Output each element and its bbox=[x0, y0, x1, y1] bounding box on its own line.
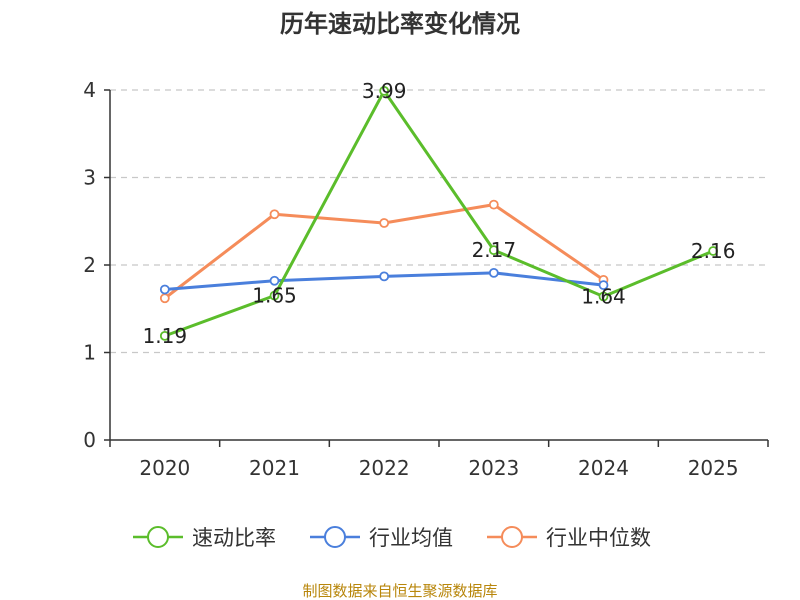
data-point bbox=[159, 330, 170, 341]
legend-marker bbox=[501, 526, 523, 548]
source-note: 制图数据来自恒生聚源数据库 bbox=[302, 582, 497, 600]
data-point bbox=[598, 280, 609, 291]
legend-marker bbox=[147, 526, 169, 548]
data-point bbox=[159, 293, 170, 304]
x-tick-label: 2025 bbox=[688, 456, 739, 480]
series-lines bbox=[159, 85, 719, 341]
data-label: 1.65 bbox=[252, 284, 297, 308]
legend: 速动比率 行业均值 行业中位数 bbox=[133, 526, 651, 550]
legend-label: 行业中位数 bbox=[546, 526, 651, 550]
data-point bbox=[488, 245, 499, 256]
x-tick-label: 2023 bbox=[468, 456, 519, 480]
y-tick-label: 3 bbox=[83, 166, 96, 190]
legend-marker bbox=[324, 526, 346, 548]
data-label: 1.19 bbox=[143, 324, 188, 348]
chart-title: 历年速动比率变化情况 bbox=[280, 10, 520, 38]
data-labels: 1.19 1.65 3.99 2.17 1.64 2.16 bbox=[143, 79, 736, 348]
y-tick-label: 2 bbox=[83, 253, 96, 277]
data-point bbox=[379, 85, 390, 96]
x-tick-label: 2024 bbox=[578, 456, 629, 480]
y-tick-label: 1 bbox=[83, 341, 96, 365]
data-point bbox=[598, 291, 609, 302]
x-tick-label: 2022 bbox=[359, 456, 410, 480]
legend-item[interactable]: 行业均值 bbox=[310, 526, 453, 550]
data-label: 3.99 bbox=[362, 79, 407, 103]
legend-label: 速动比率 bbox=[192, 526, 276, 550]
grid-lines bbox=[110, 89, 768, 354]
data-point bbox=[379, 271, 390, 282]
data-point bbox=[708, 246, 719, 256]
legend-item[interactable]: 速动比率 bbox=[133, 526, 276, 550]
data-point bbox=[269, 290, 280, 301]
data-label: 1.64 bbox=[581, 285, 626, 309]
data-label: 2.16 bbox=[691, 239, 736, 263]
legend-label: 行业均值 bbox=[369, 526, 453, 550]
data-label: 2.17 bbox=[472, 238, 517, 262]
y-tick-label: 0 bbox=[83, 428, 96, 452]
legend-item[interactable]: 行业中位数 bbox=[487, 526, 651, 550]
x-tick-label: 2020 bbox=[139, 456, 190, 480]
x-tick-label: 2021 bbox=[249, 456, 300, 480]
y-tick-label: 4 bbox=[83, 78, 96, 102]
data-point bbox=[159, 284, 170, 295]
series-line bbox=[164, 89, 714, 338]
data-point bbox=[379, 218, 390, 228]
data-point bbox=[269, 275, 280, 286]
data-point bbox=[269, 209, 280, 220]
data-point bbox=[488, 199, 499, 210]
axes: 0 1 2 3 4 2020 2021 2022 2023 2024 2025 bbox=[83, 78, 769, 480]
data-point bbox=[488, 267, 499, 278]
